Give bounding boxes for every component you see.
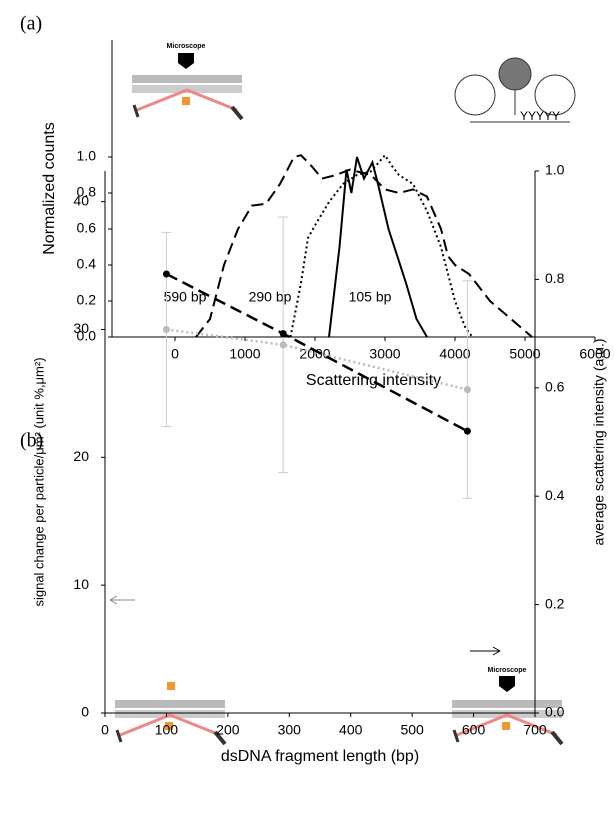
x-tick-label: 1000 [229,346,260,362]
point [162,270,170,278]
point [463,427,471,435]
inset-label: Microscope [167,43,206,50]
y2-tick-label: 1.0 [545,162,565,178]
point [279,330,287,338]
x-axis-label: dsDNA fragment length (bp) [221,748,419,765]
y-tick-label: 0.2 [77,292,97,308]
y-tick-label: 0.0 [77,328,97,344]
x-tick-label: 6000 [579,346,610,362]
inset-b-right [450,676,564,746]
y-axis-label: Normalized counts [41,122,58,255]
arrow-left [109,595,135,605]
x-tick-label: 400 [339,722,363,738]
x-tick-label: 600 [462,722,486,738]
y-tick-label: 20 [73,448,89,464]
y-tick-label: 30 [73,320,89,336]
x-tick-label: 5000 [509,346,540,362]
y2-axis-label: average scattering intensity (a.u.) [591,339,607,546]
annotation: 105 bp [349,289,392,305]
y2-tick-label: 0.8 [545,270,565,286]
y2-tick-label: 0.4 [545,487,565,503]
inset-b-left [113,682,227,746]
x-tick-label: 100 [155,722,179,738]
inset-label: Microscope [488,667,527,674]
annotation: 590 bp [164,289,207,305]
point [463,386,471,394]
panel-label: (a) [20,13,42,35]
y2-tick-label: 0.0 [545,704,565,720]
point [162,326,170,334]
x-tick-label: 200 [216,722,240,738]
y-tick-label: 40 [73,192,89,208]
panel-label: (b) [20,430,43,452]
x-tick-label: 0 [171,346,179,362]
inset-a-particle: YYYYY [454,57,576,123]
y2-tick-label: 0.2 [545,595,565,611]
series-line [195,154,533,338]
x-tick-label: 0 [101,722,109,738]
x-tick-label: 700 [523,722,547,738]
point [279,341,287,349]
series-line [328,156,428,338]
inset-a-scope [130,53,244,121]
y-axis-label: signal change per particle/μm² (unit %,μ… [31,357,46,606]
y2-tick-label: 0.6 [545,379,565,395]
x-tick-label: 3000 [369,346,400,362]
y-tick-label: 0.8 [77,184,97,200]
svg-text:YYYYY: YYYYY [520,109,560,123]
y-tick-label: 0.6 [77,220,97,236]
y-tick-label: 0.4 [77,256,97,272]
series-line [289,153,474,338]
y-tick-label: 0 [81,704,89,720]
x-tick-label: 500 [400,722,424,738]
x-tick-label: 4000 [439,346,470,362]
annotation: 290 bp [249,289,292,305]
y-tick-label: 10 [73,576,89,592]
x-axis-label: Scattering intensity [306,372,441,389]
y-tick-label: 1.0 [77,148,97,164]
arrow-right [470,646,501,656]
series-line [165,272,469,433]
x-tick-label: 300 [278,722,302,738]
